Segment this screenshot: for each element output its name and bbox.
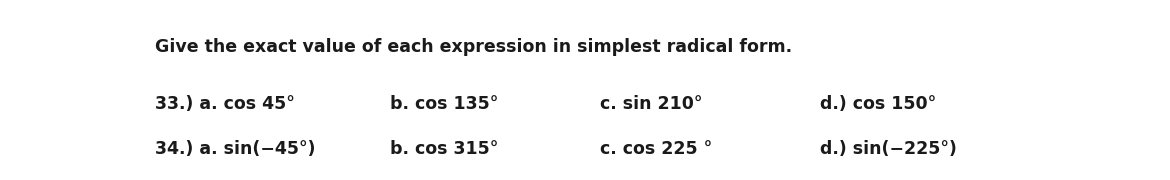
Text: d.) sin(−225°): d.) sin(−225°)	[820, 140, 957, 158]
Text: 33.) a. cos 45°: 33.) a. cos 45°	[154, 95, 295, 113]
Text: b. cos 135°: b. cos 135°	[390, 95, 498, 113]
Text: b. cos 315°: b. cos 315°	[390, 140, 498, 158]
Text: c. sin 210°: c. sin 210°	[600, 95, 702, 113]
Text: 34.) a. sin(−45°): 34.) a. sin(−45°)	[154, 140, 316, 158]
Text: Give the exact value of each expression in simplest radical form.: Give the exact value of each expression …	[154, 38, 792, 56]
Text: d.) cos 150°: d.) cos 150°	[820, 95, 936, 113]
Text: c. cos 225 °: c. cos 225 °	[600, 140, 713, 158]
